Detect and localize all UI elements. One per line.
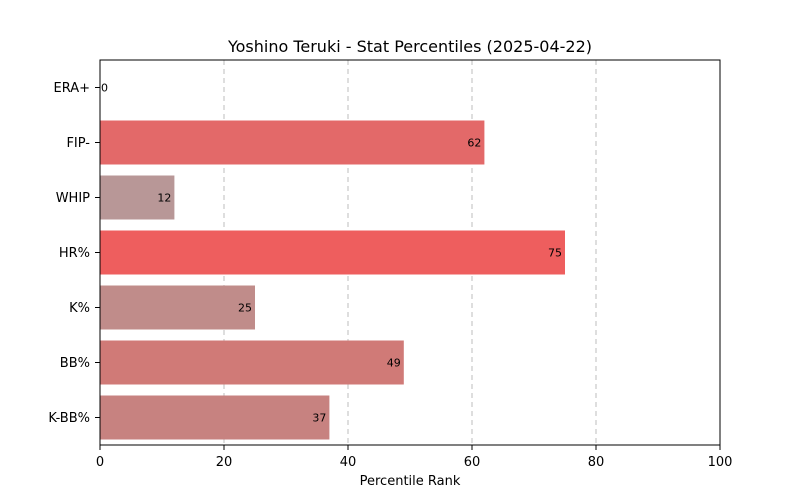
bar-whip bbox=[100, 175, 175, 220]
value-label: 75 bbox=[548, 247, 562, 260]
y-tick-label: ERA+ bbox=[53, 81, 90, 96]
value-labels: 0 62 12 75 25 49 37 bbox=[101, 82, 562, 425]
y-axis: ERA+ FIP- WHIP HR% K% BB% K-BB% bbox=[48, 81, 100, 426]
bar-k-bb- bbox=[100, 395, 330, 440]
x-tick-label: 80 bbox=[588, 455, 605, 470]
value-label: 62 bbox=[467, 137, 481, 150]
value-label: 37 bbox=[312, 412, 326, 425]
x-axis-label: Percentile Rank bbox=[360, 474, 461, 489]
y-tick-label: HR% bbox=[59, 246, 90, 261]
y-tick-label: WHIP bbox=[56, 191, 90, 206]
bar-bb- bbox=[100, 340, 404, 385]
x-tick-label: 20 bbox=[216, 455, 233, 470]
value-label: 0 bbox=[101, 82, 108, 95]
bar-hr- bbox=[100, 230, 565, 275]
y-tick-label: FIP- bbox=[66, 136, 90, 151]
y-tick-label: K-BB% bbox=[48, 411, 90, 426]
chart-title: Yoshino Teruki - Stat Percentiles (2025-… bbox=[227, 37, 592, 56]
x-tick-label: 0 bbox=[96, 455, 104, 470]
bar-fip- bbox=[100, 120, 485, 165]
x-axis: 0 20 40 60 80 100 bbox=[96, 445, 733, 470]
value-label: 12 bbox=[157, 192, 171, 205]
y-tick-label: K% bbox=[69, 301, 90, 316]
bars bbox=[100, 120, 565, 440]
x-tick-label: 40 bbox=[340, 455, 357, 470]
y-tick-label: BB% bbox=[60, 356, 90, 371]
value-label: 49 bbox=[387, 357, 401, 370]
x-tick-label: 100 bbox=[708, 455, 733, 470]
x-tick-label: 60 bbox=[464, 455, 481, 470]
value-label: 25 bbox=[238, 302, 252, 315]
bar-k- bbox=[100, 285, 255, 330]
